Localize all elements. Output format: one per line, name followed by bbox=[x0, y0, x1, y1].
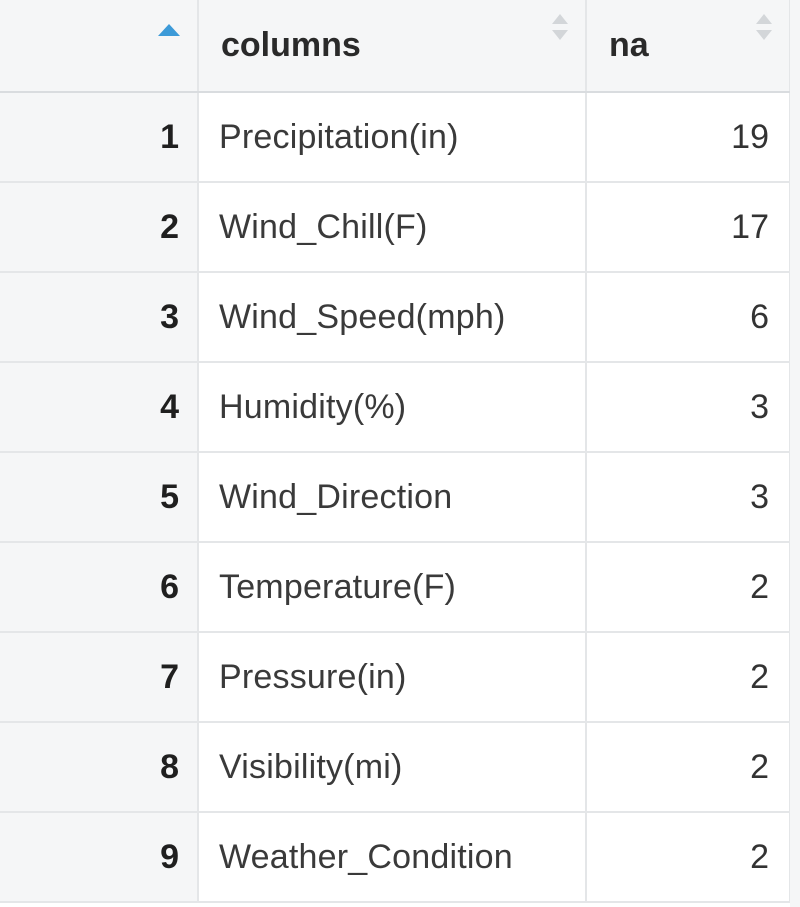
row-index: 1 bbox=[0, 92, 199, 183]
table-row[interactable]: 5 Wind_Direction 3 bbox=[0, 452, 791, 543]
columns-column-header[interactable]: columns bbox=[198, 0, 587, 93]
sort-down-arrow-icon bbox=[552, 30, 568, 40]
sort-down-arrow-icon bbox=[756, 30, 772, 40]
na-count-cell: 3 bbox=[586, 452, 791, 543]
viewer-right-edge bbox=[790, 0, 800, 907]
na-count-cell: 3 bbox=[586, 362, 791, 453]
column-name-cell: Precipitation(in) bbox=[198, 92, 587, 183]
row-index: 9 bbox=[0, 812, 199, 903]
table-row[interactable]: 1 Precipitation(in) 19 bbox=[0, 92, 791, 183]
table-header: columns na bbox=[0, 0, 791, 93]
column-name-cell: Visibility(mi) bbox=[198, 722, 587, 813]
table-row[interactable]: 3 Wind_Speed(mph) 6 bbox=[0, 272, 791, 363]
row-index: 2 bbox=[0, 182, 199, 273]
row-index: 7 bbox=[0, 632, 199, 723]
row-index: 3 bbox=[0, 272, 199, 363]
column-name-cell: Wind_Speed(mph) bbox=[198, 272, 587, 363]
table-row[interactable]: 9 Weather_Condition 2 bbox=[0, 812, 791, 903]
index-column-header[interactable] bbox=[0, 0, 199, 93]
sort-toggle-icon[interactable] bbox=[551, 14, 569, 44]
row-index: 4 bbox=[0, 362, 199, 453]
na-count-cell: 17 bbox=[586, 182, 791, 273]
table-body: 1 Precipitation(in) 19 2 Wind_Chill(F) 1… bbox=[0, 92, 791, 903]
na-count-cell: 2 bbox=[586, 722, 791, 813]
column-name-cell: Wind_Chill(F) bbox=[198, 182, 587, 273]
na-count-cell: 2 bbox=[586, 542, 791, 633]
na-count-cell: 2 bbox=[586, 812, 791, 903]
row-index: 6 bbox=[0, 542, 199, 633]
sort-ascending-icon[interactable] bbox=[158, 24, 180, 36]
sort-up-arrow-icon bbox=[552, 14, 568, 24]
sort-toggle-icon[interactable] bbox=[755, 14, 773, 44]
table-row[interactable]: 2 Wind_Chill(F) 17 bbox=[0, 182, 791, 273]
column-name-cell: Temperature(F) bbox=[198, 542, 587, 633]
row-index: 8 bbox=[0, 722, 199, 813]
table-row[interactable]: 7 Pressure(in) 2 bbox=[0, 632, 791, 723]
column-name-cell: Pressure(in) bbox=[198, 632, 587, 723]
table-row[interactable]: 8 Visibility(mi) 2 bbox=[0, 722, 791, 813]
sort-up-arrow-icon bbox=[756, 14, 772, 24]
na-header-label: na bbox=[609, 26, 649, 64]
na-count-cell: 6 bbox=[586, 272, 791, 363]
row-index: 5 bbox=[0, 452, 199, 543]
column-name-cell: Weather_Condition bbox=[198, 812, 587, 903]
na-count-cell: 19 bbox=[586, 92, 791, 183]
na-count-cell: 2 bbox=[586, 632, 791, 723]
table-row[interactable]: 6 Temperature(F) 2 bbox=[0, 542, 791, 633]
table-row[interactable]: 4 Humidity(%) 3 bbox=[0, 362, 791, 453]
header-row: columns na bbox=[0, 0, 791, 93]
na-column-header[interactable]: na bbox=[586, 0, 791, 93]
column-name-cell: Wind_Direction bbox=[198, 452, 587, 543]
columns-header-label: columns bbox=[221, 26, 361, 64]
column-name-cell: Humidity(%) bbox=[198, 362, 587, 453]
